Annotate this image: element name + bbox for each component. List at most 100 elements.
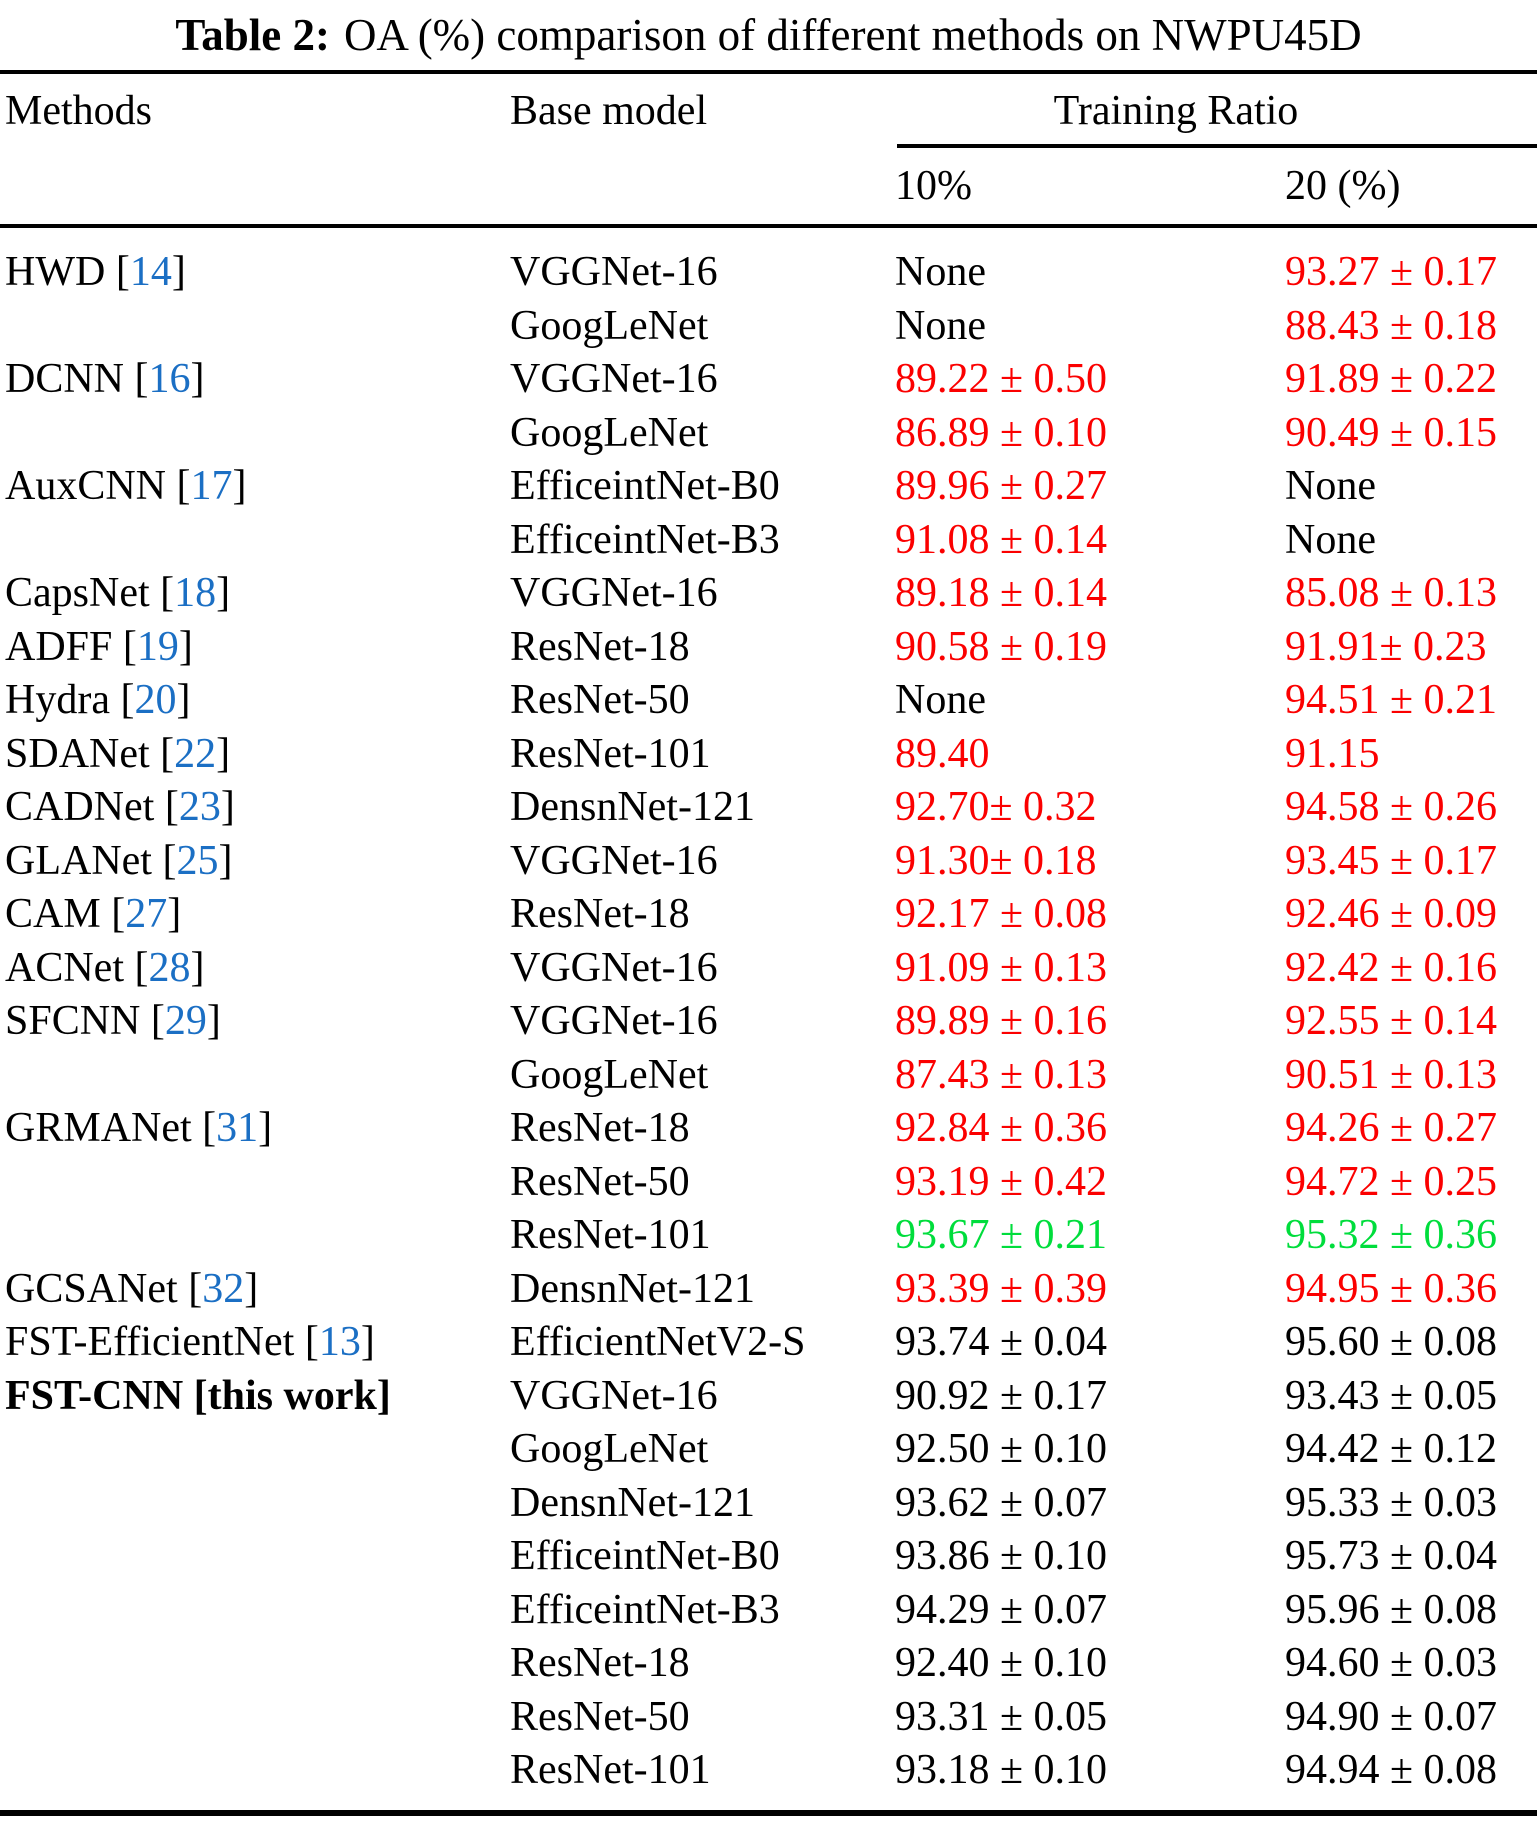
base-model-cell: ResNet-18: [510, 1640, 690, 1686]
value-20-cell: 93.43 ± 0.05: [1285, 1372, 1498, 1419]
cite-bracket-right: ]: [220, 784, 235, 830]
value-10-cell: 89.22 ± 0.50: [895, 356, 1108, 402]
table-row: AuxCNN [17] EfficeintNet-B0 89.96 ± 0.27…: [0, 460, 1537, 514]
citation-link[interactable]: 28: [148, 944, 191, 991]
citation-link[interactable]: 22: [174, 730, 217, 777]
citation-link[interactable]: 14: [129, 249, 172, 295]
value-10-cell: 90.92 ± 0.17: [895, 1372, 1108, 1419]
value-10-cell: 89.18 ± 0.14: [895, 570, 1108, 616]
citation-link[interactable]: 19: [136, 623, 179, 670]
citation-link[interactable]: 17: [190, 463, 233, 509]
table-row: GoogLeNet 86.89 ± 0.10 90.49 ± 0.15: [0, 407, 1537, 461]
cite-bracket-right: ]: [232, 463, 247, 509]
citation-link[interactable]: 27: [125, 891, 168, 937]
method-name: CapsNet: [5, 570, 150, 616]
citation-link[interactable]: 25: [176, 837, 219, 884]
base-model-cell: GoogLeNet: [510, 409, 709, 456]
value-10-cell: 90.58 ± 0.19: [895, 623, 1108, 670]
value-20-cell: 91.89 ± 0.22: [1285, 356, 1498, 402]
subheader-spacer-1: [5, 148, 510, 224]
table-row: ResNet-50 93.31 ± 0.05 94.90 ± 0.07: [0, 1691, 1537, 1745]
value-10-cell: 89.89 ± 0.16: [895, 998, 1108, 1044]
cite-bracket-left: [: [124, 356, 149, 402]
citation-link[interactable]: 29: [164, 998, 207, 1044]
table-body: HWD [14] VGGNet-16 None 93.27 ± 0.17 Goo…: [0, 228, 1537, 1798]
header-bottom-rule: [0, 224, 1537, 228]
method-cell: FST-EfficientNet [13]: [5, 1316, 510, 1370]
subheader-spacer-2: [510, 148, 895, 224]
cite-bracket-left: [: [151, 837, 177, 884]
method-cell: [5, 1156, 510, 1210]
value-20-cell: 94.95 ± 0.36: [1285, 1265, 1498, 1312]
base-model-cell: ResNet-18: [510, 1105, 690, 1151]
base-model-cell: VGGNet-16: [510, 944, 718, 991]
citation-link[interactable]: 13: [318, 1319, 361, 1365]
method-cell: Hydra [20]: [5, 674, 510, 728]
table-row: SDANet [22] ResNet-101 89.40 91.15: [0, 728, 1537, 782]
col-header-base-model: Base model: [510, 88, 708, 134]
col-header-training-ratio: Training Ratio: [1053, 88, 1299, 134]
table-row: ADFF [19] ResNet-18 90.58 ± 0.19 91.91± …: [0, 621, 1537, 675]
base-model-cell: ResNet-50: [510, 1158, 690, 1205]
base-model-cell: GoogLeNet: [510, 302, 709, 349]
cite-bracket-left: [: [140, 998, 165, 1044]
bottom-rule: [0, 1809, 1537, 1816]
value-10-cell: 87.43 ± 0.13: [895, 1051, 1108, 1098]
value-10-cell: None: [895, 677, 986, 723]
value-20-cell: 91.91± 0.23: [1285, 623, 1487, 670]
base-model-cell: EfficientNetV2-S: [510, 1319, 806, 1365]
method-cell: [5, 514, 510, 568]
citation-link[interactable]: 23: [178, 784, 221, 830]
value-20-cell: 93.27 ± 0.17: [1285, 249, 1498, 295]
value-10-cell: 93.19 ± 0.42: [895, 1158, 1108, 1205]
citation-link[interactable]: 32: [202, 1265, 245, 1312]
value-10-cell: 93.31 ± 0.05: [895, 1693, 1108, 1740]
value-20-cell: 94.94 ± 0.08: [1285, 1747, 1498, 1793]
method-cell: SFCNN [29]: [5, 995, 510, 1049]
table-row: FST-CNN [this work] VGGNet-16 90.92 ± 0.…: [0, 1370, 1537, 1424]
cite-bracket-left: [: [177, 1265, 203, 1312]
method-cell: [5, 1477, 510, 1531]
table-row: EfficeintNet-B3 91.08 ± 0.14 None: [0, 514, 1537, 568]
value-20-cell: 94.90 ± 0.07: [1285, 1693, 1498, 1740]
table-caption-label: Table 2:: [175, 10, 330, 60]
value-20-cell: 95.60 ± 0.08: [1285, 1319, 1498, 1365]
table-caption-text: OA (%) comparison of different methods o…: [343, 10, 1362, 60]
method-cell: GLANet [25]: [5, 835, 510, 889]
value-20-cell: 94.58 ± 0.26: [1285, 784, 1498, 830]
value-10-cell: 91.30± 0.18: [895, 837, 1097, 884]
table-row: SFCNN [29] VGGNet-16 89.89 ± 0.16 92.55 …: [0, 995, 1537, 1049]
col-header-ratio-10: 10%: [895, 163, 972, 209]
table-row: ACNet [28] VGGNet-16 91.09 ± 0.13 92.42 …: [0, 942, 1537, 996]
value-20-cell: 91.15: [1285, 730, 1380, 777]
method-cell: FST-CNN [this work]: [5, 1370, 510, 1424]
table-row: CAM [27] ResNet-18 92.17 ± 0.08 92.46 ± …: [0, 888, 1537, 942]
citation-link[interactable]: 20: [134, 677, 177, 723]
table-row: DCNN [16] VGGNet-16 89.22 ± 0.50 91.89 ±…: [0, 353, 1537, 407]
value-10-cell: 91.09 ± 0.13: [895, 944, 1108, 991]
table-row: ResNet-18 92.40 ± 0.10 94.60 ± 0.03: [0, 1637, 1537, 1691]
value-10-cell: None: [895, 249, 986, 295]
method-cell: GCSANet [32]: [5, 1263, 510, 1317]
value-10-cell: 92.17 ± 0.08: [895, 891, 1108, 937]
base-model-cell: VGGNet-16: [510, 570, 718, 616]
citation-link[interactable]: 16: [148, 356, 191, 402]
cite-bracket-right: ]: [190, 944, 205, 991]
cite-bracket-right: ]: [176, 677, 191, 723]
method-cell: ACNet [28]: [5, 942, 510, 996]
base-model-cell: DensnNet-121: [510, 1479, 755, 1526]
cite-bracket-left: [: [166, 463, 191, 509]
table-row: ResNet-101 93.18 ± 0.10 94.94 ± 0.08: [0, 1744, 1537, 1798]
table-row: GCSANet [32] DensnNet-121 93.39 ± 0.39 9…: [0, 1263, 1537, 1317]
cite-bracket-left: [: [154, 784, 179, 830]
cite-bracket-right: ]: [206, 998, 221, 1044]
cite-bracket-left: [: [112, 623, 137, 670]
cite-bracket-left: [: [191, 1105, 217, 1151]
method-name: HWD: [5, 249, 106, 295]
citation-link[interactable]: 18: [174, 570, 217, 616]
value-10-cell: 92.40 ± 0.10: [895, 1640, 1108, 1686]
cite-bracket-left: [: [100, 891, 126, 937]
citation-link[interactable]: 31: [216, 1105, 259, 1151]
table-row: HWD [14] VGGNet-16 None 93.27 ± 0.17: [0, 246, 1537, 300]
